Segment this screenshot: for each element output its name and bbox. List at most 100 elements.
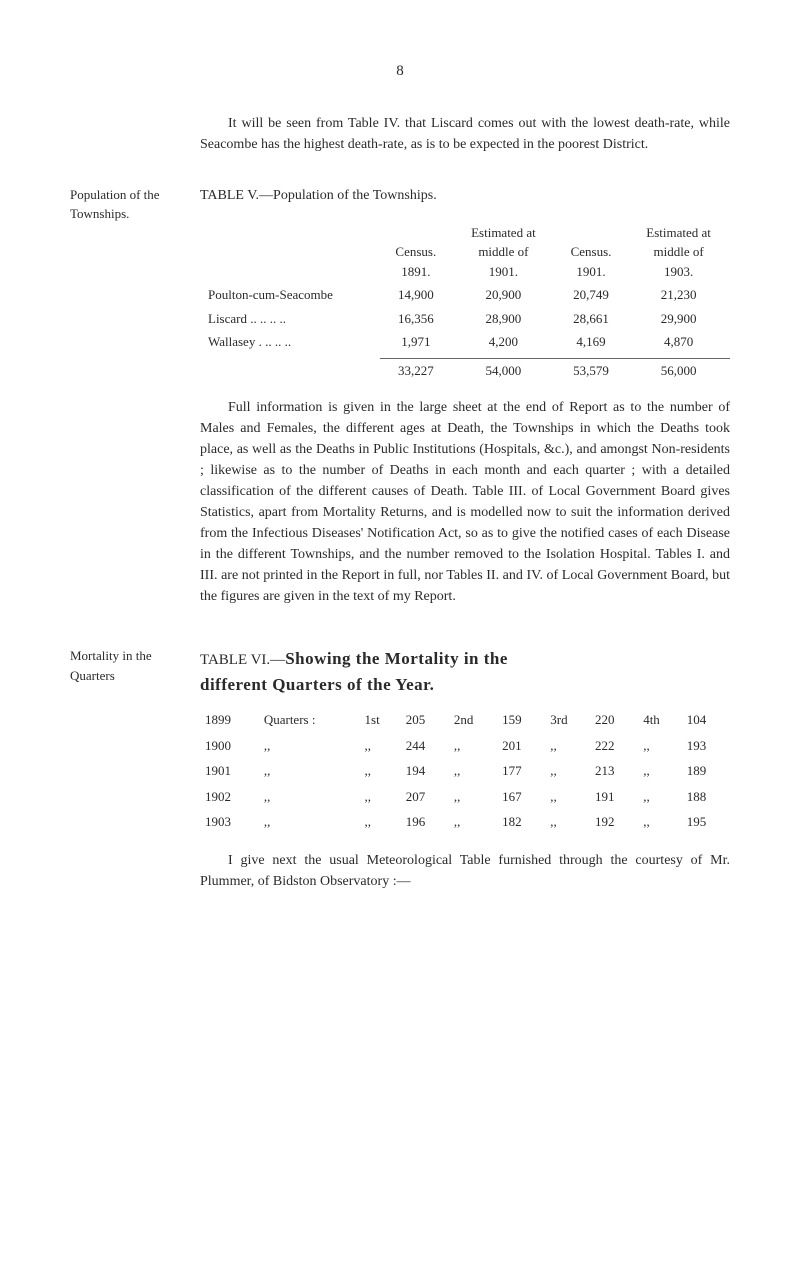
cell: 4th [638, 707, 682, 733]
cell: ,, [449, 758, 497, 784]
cell: 159 [497, 707, 545, 733]
closing-paragraph: I give next the usual Meteorological Tab… [200, 850, 730, 892]
cell: 3rd [545, 707, 590, 733]
row-label: Wallasey . .. .. .. [200, 330, 380, 354]
cell: 195 [682, 809, 730, 835]
cell: 196 [401, 809, 449, 835]
cell: ,, [545, 784, 590, 810]
table-row: 1903,,,,196,,182,,192,,195 [200, 809, 730, 835]
table-row: 1901,,,,194,,177,,213,,189 [200, 758, 730, 784]
table-row: Liscard .. .. .. .. 16,356 28,900 28,661… [200, 307, 730, 331]
row-label: Poulton-cum-Seacombe [200, 283, 380, 307]
cell: 2nd [449, 707, 497, 733]
cell: 194 [401, 758, 449, 784]
cell: ,, [360, 784, 401, 810]
cell: 20,749 [555, 283, 627, 307]
header-estimated-1901: Estimated atmiddle of1901. [452, 221, 555, 284]
cell: 177 [497, 758, 545, 784]
cell: 4,200 [452, 330, 555, 354]
cell: ,, [360, 758, 401, 784]
title-prefix: TABLE VI.— [200, 652, 285, 668]
cell: ,, [545, 758, 590, 784]
total-cell: 56,000 [627, 358, 730, 382]
cell: 29,900 [627, 307, 730, 331]
cell: ,, [360, 809, 401, 835]
cell: 207 [401, 784, 449, 810]
header-census-1891: Census.1891. [380, 221, 452, 284]
cell: 1,971 [380, 330, 452, 354]
cell: ,, [360, 733, 401, 759]
total-cell: 53,579 [555, 358, 627, 382]
cell: 1902 [200, 784, 259, 810]
cell: 104 [682, 707, 730, 733]
cell: 192 [590, 809, 638, 835]
cell: 28,900 [452, 307, 555, 331]
total-cell: 33,227 [380, 358, 452, 382]
cell: ,, [638, 758, 682, 784]
cell: ,, [259, 733, 360, 759]
cell: 222 [590, 733, 638, 759]
cell: ,, [638, 809, 682, 835]
cell: ,, [545, 733, 590, 759]
cell: 220 [590, 707, 638, 733]
header-estimated-1903: Estimated atmiddle of1903. [627, 221, 730, 284]
cell: 21,230 [627, 283, 730, 307]
margin-label-population: Population of the Townships. [70, 185, 200, 622]
section-mortality: Mortality in the Quarters TABLE VI.—Show… [70, 646, 730, 906]
totals-row: 33,227 54,000 53,579 56,000 [200, 358, 730, 382]
cell: 193 [682, 733, 730, 759]
cell: 182 [497, 809, 545, 835]
cell: 189 [682, 758, 730, 784]
header-census-1901: Census.1901. [555, 221, 627, 284]
cell: 205 [401, 707, 449, 733]
cell: 4,169 [555, 330, 627, 354]
intro-paragraph: It will be seen from Table IV. that Lisc… [200, 113, 730, 155]
content-population: TABLE V.—Population of the Townships. Ce… [200, 185, 730, 622]
table-row: 1902,,,,207,,167,,191,,188 [200, 784, 730, 810]
cell: ,, [638, 733, 682, 759]
cell: 167 [497, 784, 545, 810]
cell: 20,900 [452, 283, 555, 307]
cell: Quarters : [259, 707, 360, 733]
cell: 191 [590, 784, 638, 810]
cell: 1900 [200, 733, 259, 759]
cell: 28,661 [555, 307, 627, 331]
cell: ,, [449, 809, 497, 835]
cell: ,, [449, 784, 497, 810]
cell: 188 [682, 784, 730, 810]
population-table: Census.1891. Estimated atmiddle of1901. … [200, 221, 730, 383]
cell: 213 [590, 758, 638, 784]
table-row: Wallasey . .. .. .. 1,971 4,200 4,169 4,… [200, 330, 730, 354]
table-row: Poulton-cum-Seacombe 14,900 20,900 20,74… [200, 283, 730, 307]
cell: 14,900 [380, 283, 452, 307]
body-paragraph-1: Full information is given in the large s… [200, 397, 730, 607]
cell: ,, [259, 784, 360, 810]
cell: ,, [545, 809, 590, 835]
cell: ,, [638, 784, 682, 810]
table6-title: TABLE VI.—Showing the Mortality in the d… [200, 646, 730, 697]
cell: 4,870 [627, 330, 730, 354]
margin-label-mortality: Mortality in the Quarters [70, 646, 200, 906]
cell: 16,356 [380, 307, 452, 331]
section-population: Population of the Townships. TABLE V.—Po… [70, 185, 730, 622]
total-cell: 54,000 [452, 358, 555, 382]
cell: 1903 [200, 809, 259, 835]
table-row: 1899Quarters :1st2052nd1593rd2204th104 [200, 707, 730, 733]
cell: 201 [497, 733, 545, 759]
cell: 1899 [200, 707, 259, 733]
row-label: Liscard .. .. .. .. [200, 307, 380, 331]
cell: 1st [360, 707, 401, 733]
content-mortality: TABLE VI.—Showing the Mortality in the d… [200, 646, 730, 906]
cell: ,, [259, 809, 360, 835]
title-bold-1: Showing the Mortality in the [285, 649, 508, 668]
table-row: 1900,,,,244,,201,,222,,193 [200, 733, 730, 759]
cell: 244 [401, 733, 449, 759]
cell: 1901 [200, 758, 259, 784]
cell: ,, [259, 758, 360, 784]
cell: ,, [449, 733, 497, 759]
title-bold-2: different Quarters of the Year. [200, 675, 434, 694]
quarters-table: 1899Quarters :1st2052nd1593rd2204th10419… [200, 707, 730, 835]
page-number: 8 [70, 60, 730, 83]
table5-title: TABLE V.—Population of the Townships. [200, 185, 730, 206]
table-header-row: Census.1891. Estimated atmiddle of1901. … [200, 221, 730, 284]
